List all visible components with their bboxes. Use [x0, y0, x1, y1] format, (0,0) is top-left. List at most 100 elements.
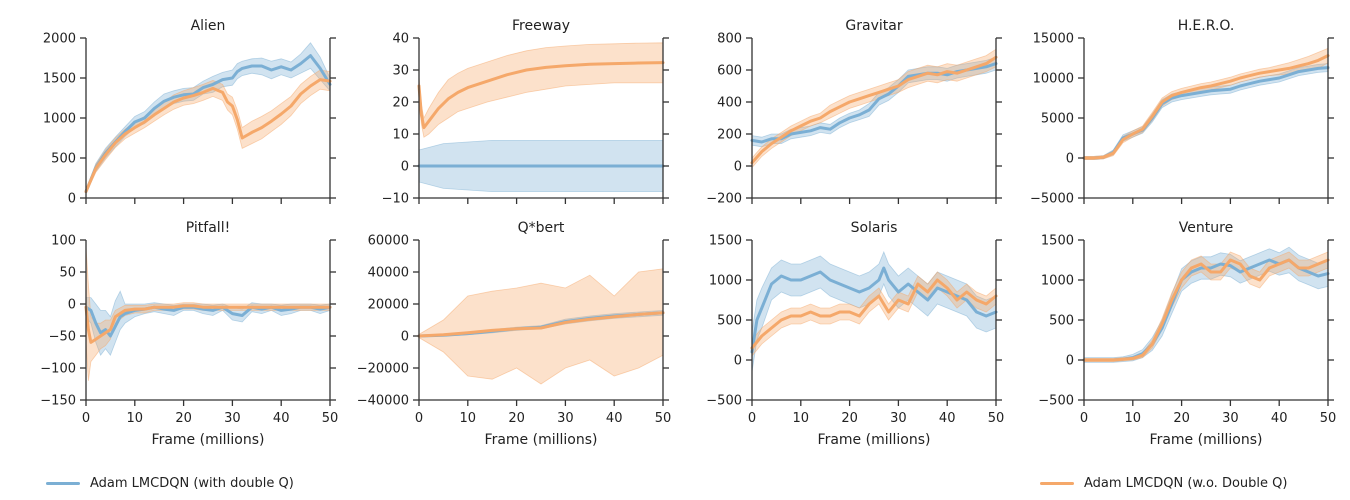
y-tick-label: −500	[1038, 394, 1074, 409]
legend-label-with-double-q: Adam LMCDQN (with double Q)	[90, 476, 294, 491]
confidence-band-0-0	[85, 42, 331, 194]
x-tick-label: 0	[748, 411, 756, 426]
x-tick-label: 10	[460, 411, 477, 426]
x-tick-label: 50	[322, 411, 339, 426]
x-tick-label: 30	[1222, 411, 1239, 426]
y-tick-label: 500	[717, 314, 742, 329]
y-tick-label: 30	[392, 64, 409, 79]
x-tick-label: 50	[655, 411, 672, 426]
series-line-7-1	[1082, 258, 1330, 362]
y-tick-label: −100	[40, 362, 76, 377]
legend-swatch-with-double-q	[46, 482, 80, 485]
y-tick-label: 0	[1066, 354, 1074, 369]
x-tick-label: 20	[508, 411, 525, 426]
y-tick-label: 800	[717, 32, 742, 47]
confidence-band-0-1	[85, 69, 331, 194]
y-tick-label: 10000	[1033, 72, 1074, 87]
series-line-0-0	[84, 54, 332, 194]
y-tick-label: 0	[734, 160, 742, 175]
panel-title: H.E.R.O.	[1178, 18, 1235, 34]
x-tick-label: 40	[606, 411, 623, 426]
y-tick-label: 1500	[43, 72, 76, 87]
x-tick-label: 0	[1080, 411, 1088, 426]
y-tick-label: 1500	[709, 234, 742, 249]
y-tick-label: −500	[706, 394, 742, 409]
y-tick-label: 0	[68, 192, 76, 207]
x-tick-label: 40	[1271, 411, 1288, 426]
x-axis-label: Frame (millions)	[818, 432, 931, 448]
panel-7: −500 0 500 1000 1500 0 10 20 30 40 50 Venture Frame …	[1038, 220, 1336, 448]
x-tick-label: 30	[890, 411, 907, 426]
y-tick-label: −5000	[1030, 192, 1074, 207]
series-line-6-1	[750, 278, 998, 350]
confidence-band-1-1	[418, 42, 664, 138]
y-tick-label: 0	[401, 330, 409, 345]
legend-without-double-q: Adam LMCDQN (w.o. Double Q)	[1040, 476, 1287, 491]
panel-title: Q*bert	[518, 220, 565, 236]
y-tick-label: 200	[717, 128, 742, 143]
y-tick-label: −20000	[357, 362, 409, 377]
y-tick-label: 0	[734, 354, 742, 369]
panel-title: Solaris	[851, 220, 898, 236]
x-tick-label: 50	[988, 411, 1005, 426]
x-tick-label: 30	[557, 411, 574, 426]
y-tick-label: 1000	[1041, 274, 1074, 289]
panel-3: −5000 0 5000 10000 15000 H.E.R.O.	[1030, 18, 1334, 207]
y-tick-label: 400	[717, 96, 742, 111]
panel-5: −40000 −20000 0 20000 40000 60000 0 10 20 30 40 50 Q…	[357, 220, 672, 448]
panel-4: −150 −100 −50 0 50 100 0 10 20 30 40 50 Pitfall! Fram…	[40, 220, 338, 448]
panel-title: Venture	[1179, 220, 1233, 236]
series-line-0-1	[84, 78, 332, 194]
y-tick-label: 100	[51, 234, 76, 249]
legend-label-without-double-q: Adam LMCDQN (w.o. Double Q)	[1084, 476, 1288, 491]
y-tick-label: 15000	[1033, 32, 1074, 47]
x-axis-label: Frame (millions)	[152, 432, 265, 448]
y-tick-label: 1500	[1041, 234, 1074, 249]
y-tick-label: 20000	[368, 298, 409, 313]
y-tick-label: 500	[1049, 314, 1074, 329]
x-tick-label: 30	[224, 411, 241, 426]
series-line-2-1	[750, 55, 998, 165]
y-tick-label: 1000	[43, 112, 76, 127]
panel-title: Alien	[191, 18, 226, 34]
x-tick-label: 40	[939, 411, 956, 426]
x-axis-label: Frame (millions)	[1150, 432, 1263, 448]
x-tick-label: 20	[175, 411, 192, 426]
y-tick-label: −50	[49, 330, 76, 345]
y-tick-label: −200	[706, 192, 742, 207]
series-line-5-1	[417, 311, 665, 338]
series-line-4-1	[84, 304, 332, 344]
y-tick-label: 5000	[1041, 112, 1074, 127]
y-tick-label: 600	[717, 64, 742, 79]
panel-title: Freeway	[512, 18, 570, 34]
x-tick-label: 50	[1320, 411, 1337, 426]
y-tick-label: 0	[68, 298, 76, 313]
panel-title: Gravitar	[845, 18, 902, 34]
panel-2: −200 0 200 400 600 800 Gravitar	[706, 18, 1002, 207]
y-tick-label: 2000	[43, 32, 76, 47]
x-tick-label: 40	[273, 411, 290, 426]
x-tick-label: 20	[1173, 411, 1190, 426]
y-tick-label: 1000	[709, 274, 742, 289]
panel-0: 0 500 1000 1500 2000 Alien	[43, 18, 336, 207]
y-tick-label: 40	[392, 32, 409, 47]
y-tick-label: 20	[392, 96, 409, 111]
y-tick-label: 0	[1066, 152, 1074, 167]
legend-with-double-q: Adam LMCDQN (with double Q)	[46, 476, 294, 491]
x-tick-label: 0	[415, 411, 423, 426]
x-axis-label: Frame (millions)	[485, 432, 598, 448]
y-tick-label: 40000	[368, 266, 409, 281]
panel-title: Pitfall!	[186, 220, 230, 236]
y-tick-label: 0	[401, 160, 409, 175]
y-tick-label: 500	[51, 152, 76, 167]
y-tick-label: 50	[59, 266, 76, 281]
panel-1: −10 0 10 20 30 40 Freeway	[382, 18, 669, 207]
y-tick-label: −10	[382, 192, 409, 207]
y-tick-label: 60000	[368, 234, 409, 249]
series-line-3-1	[1082, 54, 1330, 160]
y-tick-label: 10	[392, 128, 409, 143]
legend-swatch-without-double-q	[1040, 482, 1074, 485]
y-tick-label: −150	[40, 394, 76, 409]
y-tick-label: −40000	[357, 394, 409, 409]
